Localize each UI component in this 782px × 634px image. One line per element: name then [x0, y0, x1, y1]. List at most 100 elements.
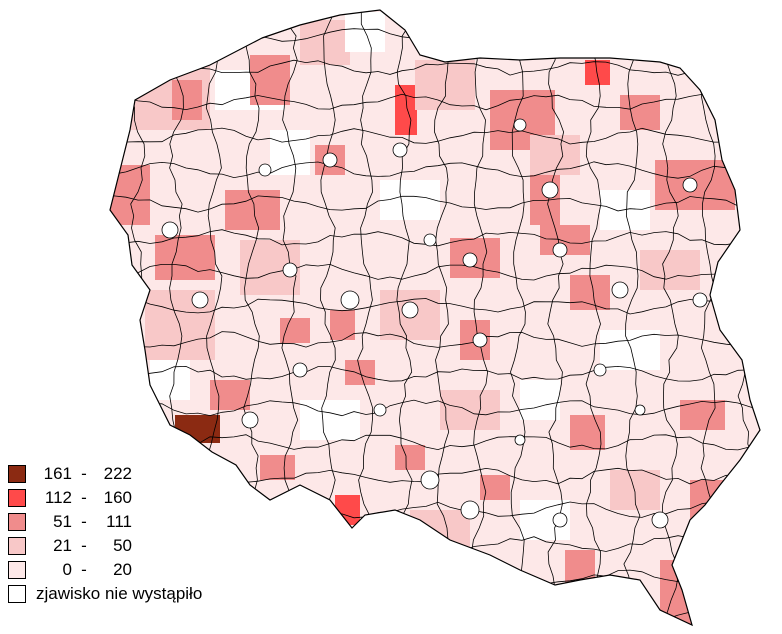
legend-separator: - [81, 488, 87, 507]
region-patch[interactable] [395, 85, 417, 135]
city-enclave[interactable] [392, 142, 408, 158]
legend-item: zjawisko nie wystąpiło [8, 582, 268, 606]
city-enclave[interactable] [513, 118, 527, 132]
city-enclave[interactable] [634, 404, 646, 416]
legend-swatch [8, 561, 26, 579]
legend-min: 51 [53, 512, 72, 531]
region-patch[interactable] [410, 510, 470, 560]
county-border-line [110, 399, 760, 417]
county-border-line [547, 10, 565, 625]
region-patch[interactable] [570, 275, 610, 310]
city-enclave[interactable] [340, 290, 360, 310]
legend-separator: - [81, 560, 87, 579]
region-patch[interactable] [155, 235, 215, 280]
county-border-line [110, 195, 760, 213]
region-patch[interactable] [345, 360, 375, 385]
legend-range: 0 - 20 [36, 560, 132, 580]
county-border-line [110, 127, 760, 145]
region-patch[interactable] [520, 380, 560, 420]
city-enclave[interactable] [552, 242, 568, 258]
city-enclave[interactable] [611, 281, 629, 299]
county-border-line [90, 0, 762, 8]
region-patch[interactable] [585, 60, 610, 85]
legend-no-data-label: zjawisko nie wystąpiło [36, 584, 203, 603]
city-enclave[interactable] [161, 221, 179, 239]
region-patch[interactable] [270, 130, 310, 175]
city-enclave[interactable] [472, 332, 488, 348]
legend-max: 20 [113, 560, 132, 579]
legend-separator: - [81, 536, 87, 555]
legend-range: 112 - 160 [36, 488, 132, 508]
region-patch[interactable] [335, 495, 360, 525]
region-patch[interactable] [260, 455, 295, 480]
legend-swatch [8, 465, 26, 483]
region-patch[interactable] [300, 20, 350, 65]
legend-min: 0 [62, 560, 72, 579]
region-patch[interactable] [250, 55, 290, 105]
legend-max: 111 [106, 512, 132, 531]
legend-range: 161 - 222 [36, 464, 132, 484]
city-enclave[interactable] [292, 362, 308, 378]
city-enclave[interactable] [692, 292, 708, 308]
region-patch[interactable] [280, 318, 310, 343]
region-patch[interactable] [172, 80, 202, 120]
legend-swatch [8, 489, 26, 507]
city-enclave[interactable] [651, 511, 669, 529]
city-enclave[interactable] [282, 262, 298, 278]
legend-item: 161 - 222 [8, 462, 268, 486]
region-patch[interactable] [640, 250, 700, 290]
map-legend: 161 - 222 112 - 160 51 - 111 21 [8, 462, 268, 606]
city-enclave[interactable] [420, 470, 440, 490]
region-patch[interactable] [530, 135, 580, 175]
region-patch[interactable] [680, 400, 725, 430]
legend-max: 222 [103, 464, 132, 483]
region-patch[interactable] [600, 330, 660, 370]
region-patch[interactable] [440, 390, 500, 430]
county-border-line [110, 331, 760, 348]
city-enclave[interactable] [258, 163, 272, 177]
county-border-line [661, 10, 679, 625]
city-enclave[interactable] [191, 291, 209, 309]
county-border-line [110, 161, 760, 179]
county-border-line [585, 10, 602, 625]
region-patch[interactable] [570, 415, 605, 450]
region-patch[interactable] [395, 445, 425, 470]
city-enclave[interactable] [593, 363, 607, 377]
region-patch[interactable] [380, 180, 440, 220]
county-border-line [110, 263, 760, 281]
city-enclave[interactable] [462, 252, 478, 268]
region-patch[interactable] [175, 415, 220, 443]
city-enclave[interactable] [552, 512, 568, 528]
county-border-line [110, 298, 760, 315]
city-enclave[interactable] [373, 403, 387, 417]
region-patches [110, 12, 735, 625]
city-enclave[interactable] [322, 152, 338, 168]
city-enclave[interactable] [241, 411, 259, 429]
city-enclave[interactable] [682, 177, 698, 193]
city-enclave[interactable] [423, 233, 437, 247]
region-patch[interactable] [110, 165, 150, 225]
region-patch[interactable] [225, 190, 280, 230]
legend-swatch-no-data [8, 585, 26, 603]
county-border-line [110, 25, 760, 43]
city-enclave[interactable] [460, 500, 480, 520]
legend-item: 21 - 50 [8, 534, 268, 558]
city-enclave[interactable] [514, 434, 526, 446]
region-patch[interactable] [530, 170, 560, 225]
county-border-line [433, 10, 451, 625]
legend-item: 51 - 111 [8, 510, 268, 534]
county-border-line [509, 10, 526, 625]
region-patch[interactable] [620, 95, 660, 130]
city-enclave[interactable] [541, 181, 559, 199]
legend-range: 21 - 50 [36, 536, 132, 556]
legend-min: 161 [43, 464, 72, 483]
region-patch[interactable] [300, 400, 360, 440]
city-enclave[interactable] [401, 301, 419, 319]
legend-max: 160 [103, 488, 132, 507]
legend-min: 112 [44, 488, 72, 507]
region-patch[interactable] [210, 380, 250, 410]
legend-max: 50 [113, 536, 132, 555]
legend-separator: - [81, 464, 87, 483]
